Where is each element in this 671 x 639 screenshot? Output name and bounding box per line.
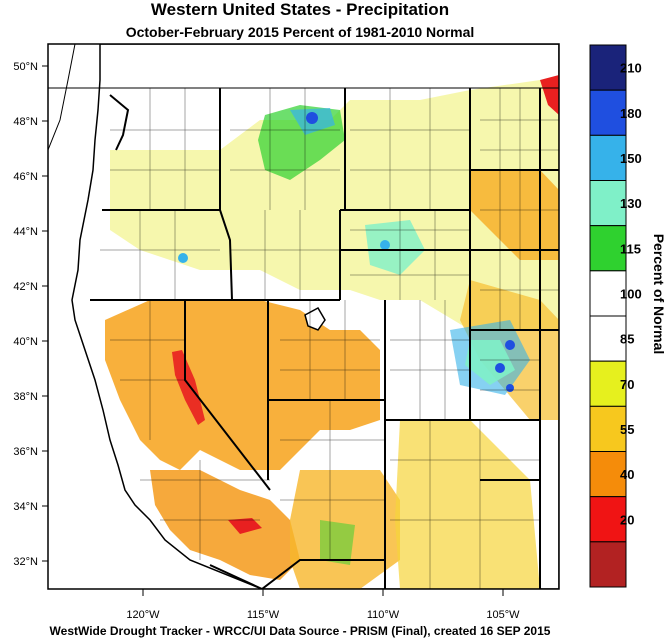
lat-label-46: 46°N	[13, 171, 38, 183]
legend-title: Percent of Normal	[651, 233, 667, 355]
legend-bin-11	[589, 541, 627, 588]
lat-axis: 50°N 48°N 46°N 44°N 42°N 40°N 38°N 36°N …	[13, 61, 48, 568]
legend-label-1: 180	[620, 106, 642, 121]
map-title: Western United States - Precipitation	[150, 0, 450, 19]
dry-region	[110, 80, 559, 330]
legend-label-2: 150	[620, 151, 642, 166]
map-subtitle: October-February 2015 Percent of 1981-20…	[125, 24, 475, 40]
lon-label-115: 115°W	[247, 609, 280, 621]
lat-label-40: 40°N	[13, 336, 38, 348]
lat-label-42: 42°N	[13, 281, 38, 293]
lat-label-38: 38°N	[13, 391, 38, 403]
lat-label-44: 44°N	[13, 226, 38, 238]
nm-yellow	[395, 420, 540, 589]
county-borders	[100, 88, 559, 589]
socal-red	[228, 518, 262, 534]
socal-orange	[150, 470, 300, 580]
legend-label-9: 40	[620, 467, 634, 482]
state-borders	[90, 88, 559, 589]
lon-label-110: 110°W	[367, 609, 400, 621]
legend-bin-5	[589, 270, 627, 317]
legend-label-3: 130	[620, 196, 642, 211]
lon-axis: 120°W 115°W 110°W 105°W	[126, 589, 520, 621]
legend-bin-9	[589, 451, 627, 498]
legend-label-6: 85	[620, 332, 634, 347]
legend-bin-7	[589, 360, 627, 407]
lon-label-120: 120°W	[126, 609, 160, 621]
lat-label-48: 48°N	[13, 116, 38, 128]
legend-label-5: 100	[620, 286, 642, 301]
legend-label-4: 115	[620, 241, 641, 256]
lon-label-105: 105°W	[486, 609, 520, 621]
legend-bin-3	[589, 180, 627, 227]
great-basin-orange	[105, 300, 380, 470]
legend-label-0: 210	[620, 61, 642, 76]
lat-label-34: 34°N	[13, 501, 38, 513]
legend-label-8: 55	[620, 422, 634, 437]
legend-title-box: Percent of Normal	[649, 204, 669, 384]
lat-label-36: 36°N	[13, 446, 38, 458]
legend-label-7: 70	[620, 377, 634, 392]
nd-red	[540, 75, 559, 115]
lat-label-32: 32°N	[13, 556, 38, 568]
footer-credit: WestWide Drought Tracker - WRCC/UI Data …	[49, 624, 551, 638]
lat-label-50: 50°N	[13, 61, 38, 73]
nebraska-orange	[470, 170, 559, 260]
legend-bin-6	[589, 315, 627, 362]
sierra-red	[172, 350, 205, 425]
legend-label-10: 20	[620, 512, 634, 527]
